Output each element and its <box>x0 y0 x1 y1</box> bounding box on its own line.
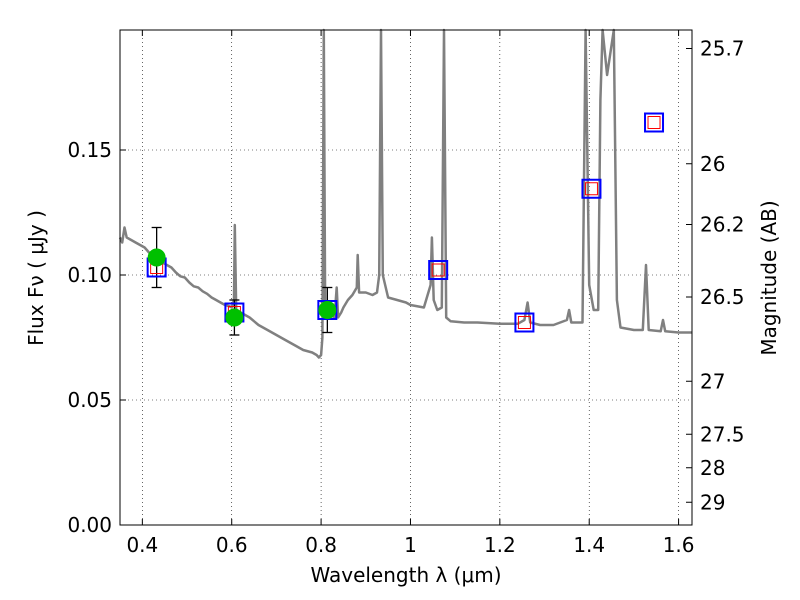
model-square <box>428 260 449 280</box>
model-square <box>514 312 535 333</box>
model-square-inner <box>647 116 661 129</box>
observed-point <box>147 248 166 267</box>
spectrum <box>118 28 692 359</box>
y2-tick-label: 28 <box>700 456 725 480</box>
spectrum-line <box>118 28 692 359</box>
x-tick-label: 1 <box>404 533 417 557</box>
model-square <box>581 178 602 199</box>
markers <box>146 112 665 336</box>
plot-frame <box>119 29 693 526</box>
x-tick-label: 1.6 <box>663 533 695 557</box>
y-axis-title: Flux Fν ( μJy ) <box>24 210 48 346</box>
y2-tick-label: 26.2 <box>700 213 745 237</box>
y2-tick-label: 26 <box>700 152 725 176</box>
model-square <box>644 112 665 133</box>
model-square-inner <box>584 182 598 196</box>
y-tick-label: 0.00 <box>67 513 112 537</box>
y2-tick-label: 27 <box>700 369 725 393</box>
observed-point <box>225 308 244 327</box>
y-tick-label: 0.05 <box>67 388 112 412</box>
y-axis-left: 0.00 0.05 0.10 0.15 <box>67 138 126 537</box>
x-axis: 0.4 0.6 0.8 1 1.2 1.4 1.6 <box>126 30 695 557</box>
y2-tick-label: 29 <box>700 490 725 514</box>
x-tick-label: 0.6 <box>216 533 248 557</box>
grid <box>120 30 692 526</box>
y2-tick-label: 25.7 <box>700 37 745 61</box>
y2-tick-label: 27.5 <box>700 422 745 446</box>
model-square-inner <box>517 316 531 329</box>
y-axis-right: 25.7 26 26.2 26.5 27 27.5 28 29 <box>686 37 745 514</box>
y-tick-label: 0.15 <box>67 138 112 162</box>
x-axis-title: Wavelength λ (μm) <box>310 563 501 587</box>
model-square-inner <box>431 263 445 277</box>
x-tick-label: 1.4 <box>573 533 605 557</box>
y2-axis-title: Magnitude (AB) <box>757 200 781 355</box>
x-tick-label: 1.2 <box>484 533 516 557</box>
x-tick-label: 0.8 <box>305 533 337 557</box>
x-tick-label: 0.4 <box>126 533 158 557</box>
y2-tick-label: 26.5 <box>700 285 745 309</box>
observed-point <box>318 301 337 319</box>
y-tick-label: 0.10 <box>67 263 112 287</box>
